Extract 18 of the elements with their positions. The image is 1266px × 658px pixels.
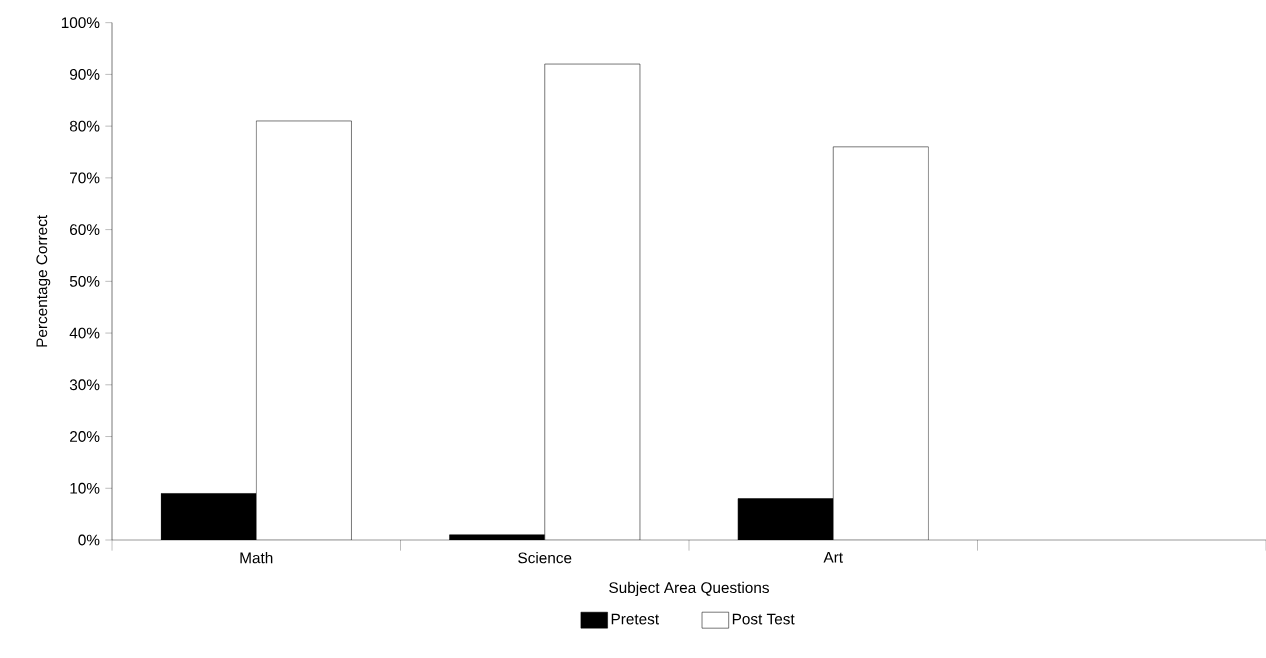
y-axis-title: Percentage Correct (36, 215, 51, 347)
y-tick-label: 90% (69, 68, 100, 80)
y-tick-label: 40% (69, 327, 100, 339)
x-tick-label: Math (240, 552, 273, 564)
y-tick-label: 80% (69, 120, 100, 132)
y-tick-label: 60% (70, 224, 100, 236)
y-tick-label: 100% (61, 17, 100, 29)
legend-label: Pretest (611, 613, 659, 625)
y-tick-label: 0% (78, 534, 100, 546)
y-tick-label: 30% (69, 379, 100, 391)
x-tick-label: Art (823, 552, 843, 563)
x-axis-title: Subject Area Questions (609, 581, 769, 597)
y-tick-label: 50% (69, 275, 100, 287)
legend-label: Post Test (732, 613, 795, 625)
y-tick-label: 70% (70, 172, 100, 184)
y-tick-label: 20% (70, 431, 100, 442)
y-tick-label: 10% (70, 482, 100, 494)
x-tick-label: Science (518, 552, 572, 564)
